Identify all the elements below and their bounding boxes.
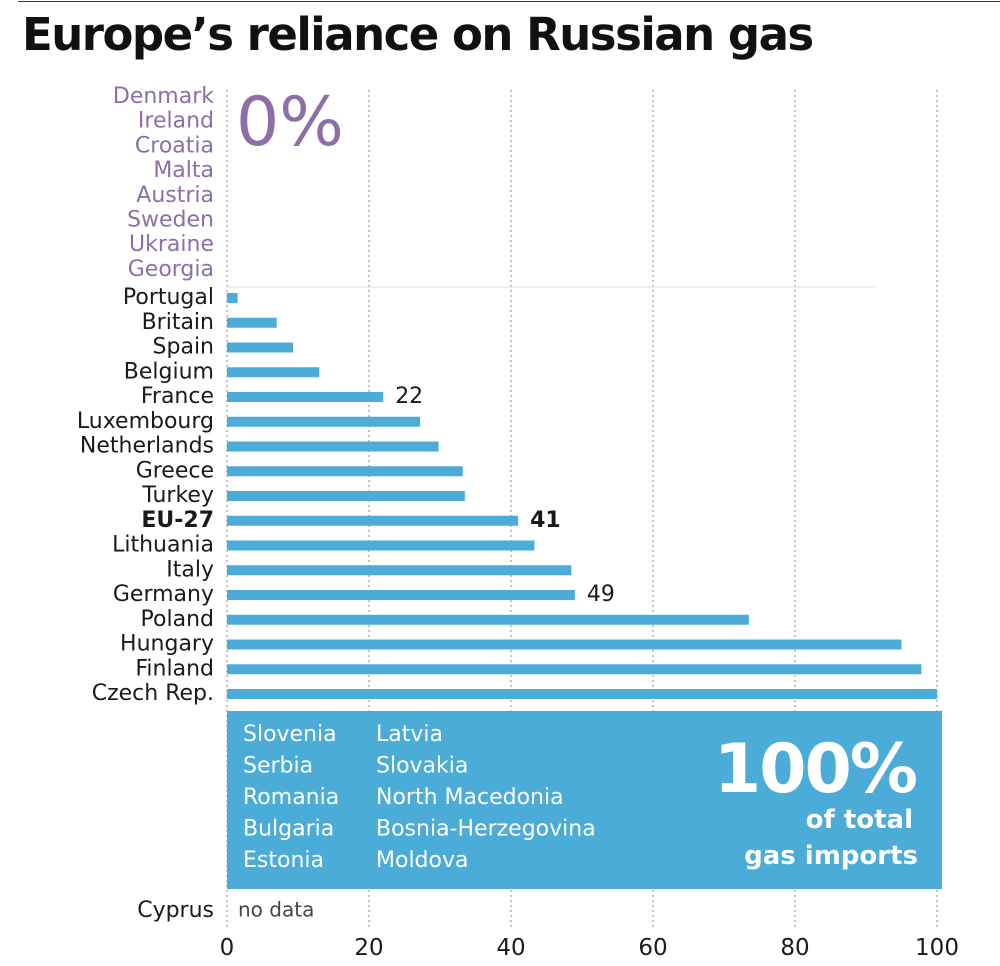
full-country-bosnia-herzegovina: Bosnia-Herzegovina <box>376 817 596 842</box>
category-label-britain: Britain <box>142 310 214 335</box>
top-rule <box>18 1 1000 2</box>
category-label-spain: Spain <box>153 335 214 360</box>
bar-portugal <box>227 293 238 303</box>
x-tick-60: 60 <box>638 935 667 961</box>
bar-poland <box>227 614 749 625</box>
full-country-estonia: Estonia <box>243 848 324 873</box>
category-label-greece: Greece <box>136 458 214 483</box>
category-label-portugal: Portugal <box>123 285 214 310</box>
data-label-germany: 49 <box>587 582 615 607</box>
no-data-label: no data <box>238 898 314 922</box>
zero-country-croatia: Croatia <box>135 133 214 158</box>
zero-country-ukraine: Ukraine <box>129 232 214 257</box>
bar-belgium <box>227 367 320 378</box>
category-label-france: France <box>141 384 214 409</box>
zero-country-georgia: Georgia <box>128 257 214 282</box>
full-country-bulgaria: Bulgaria <box>243 817 334 842</box>
full-country-serbia: Serbia <box>243 754 313 779</box>
full-country-romania: Romania <box>243 785 339 810</box>
bar-germany <box>227 590 575 600</box>
category-label-italy: Italy <box>166 557 214 582</box>
bar-eu-27 <box>227 515 519 526</box>
no-data-country-cyprus: Cyprus <box>137 898 214 923</box>
x-tick-40: 40 <box>496 935 525 961</box>
category-label-germany: Germany <box>113 582 214 607</box>
grid-layer <box>226 90 938 928</box>
bar-hungary <box>227 639 902 650</box>
full-group: Slovenia Serbia Romania Bulgaria Estonia Latv… <box>227 711 942 889</box>
x-tick-20: 20 <box>354 935 383 961</box>
full-sub-label-2: gas imports <box>744 841 918 871</box>
bar-turkey <box>227 491 465 501</box>
zero-country-austria: Austria <box>136 183 214 208</box>
bar-greece <box>227 466 463 477</box>
x-tick-80: 80 <box>780 935 809 961</box>
bar-italy <box>227 565 572 576</box>
full-group-box <box>227 711 942 889</box>
category-label-belgium: Belgium <box>124 359 214 384</box>
bar-netherlands <box>227 441 439 452</box>
no-data-group: Cyprus no data <box>137 898 314 924</box>
category-label-luxembourg: Luxembourg <box>77 409 214 434</box>
full-country-north-macedonia: North Macedonia <box>376 785 564 810</box>
zero-percent-label: 0% <box>236 83 344 162</box>
bar-luxembourg <box>227 416 421 427</box>
bar-czech-rep <box>227 689 937 699</box>
category-label-lithuania: Lithuania <box>112 533 214 558</box>
bar-lithuania <box>227 540 535 551</box>
data-label-eu-27: 41 <box>530 508 561 533</box>
x-axis-ticks: 0 20 40 60 80 100 <box>220 935 959 961</box>
category-label-czech-rep: Czech Rep. <box>92 681 214 706</box>
bar-spain <box>227 342 294 353</box>
x-tick-100: 100 <box>915 935 959 961</box>
bar-britain <box>227 317 277 328</box>
category-label-eu-27: EU-27 <box>141 508 214 533</box>
full-sub-label-1: of total <box>806 805 913 835</box>
zero-country-malta: Malta <box>153 158 214 183</box>
zero-country-ireland: Ireland <box>138 109 214 134</box>
category-label-poland: Poland <box>141 607 214 632</box>
bar-france <box>227 392 384 402</box>
category-label-turkey: Turkey <box>141 483 214 508</box>
full-country-slovakia: Slovakia <box>376 754 468 779</box>
full-percent-label: 100% <box>714 730 916 809</box>
full-country-slovenia: Slovenia <box>243 722 337 747</box>
zero-country-denmark: Denmark <box>113 84 214 109</box>
category-label-netherlands: Netherlands <box>80 434 214 459</box>
zero-group: DenmarkIrelandCroatiaMaltaAustriaSwedenU… <box>113 83 344 282</box>
bar-finland <box>227 664 922 675</box>
full-country-latvia: Latvia <box>376 722 443 747</box>
zero-country-sweden: Sweden <box>127 208 214 233</box>
x-tick-0: 0 <box>220 935 235 961</box>
category-label-hungary: Hungary <box>120 632 214 657</box>
full-country-moldova: Moldova <box>376 848 468 873</box>
data-label-france: 22 <box>395 384 423 409</box>
chart-title: Europe’s reliance on Russian gas <box>22 8 814 61</box>
category-label-finland: Finland <box>135 656 214 681</box>
